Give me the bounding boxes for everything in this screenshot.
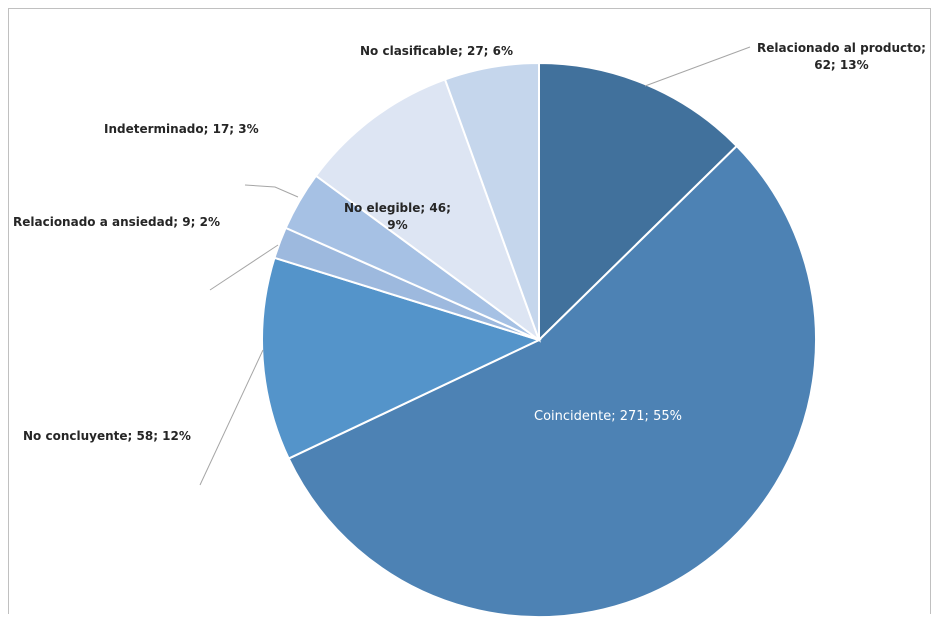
label-relacionado-ansiedad: Relacionado a ansiedad; 9; 2% xyxy=(13,215,220,229)
leader-line-ansiedad xyxy=(209,244,279,291)
leader-line-relacionado-producto xyxy=(644,46,751,87)
pie-slice-no-elegible xyxy=(314,78,542,343)
label-no-clasificable: No clasificable; 27; 6% xyxy=(360,44,514,58)
label-coincidente: Coincidente; 271; 55% xyxy=(534,409,682,424)
label-relacionado-producto: Relacionado al producto; 62; 13% xyxy=(757,41,926,72)
label-no-elegible: No elegible; 46; 9% xyxy=(344,201,451,232)
leader-line-no-concluyente xyxy=(199,349,264,486)
pie-slice-no-clasificable xyxy=(443,61,540,341)
leader-line-indeterminado xyxy=(244,184,299,198)
pie-slice-no-concluyente xyxy=(261,256,542,460)
pie-slice-coincidente xyxy=(287,144,817,618)
label-no-concluyente: No concluyente; 58; 12% xyxy=(23,429,191,443)
pie-slice-relacionado-al-producto xyxy=(538,61,739,343)
label-indeterminado: Indeterminado; 17; 3% xyxy=(104,122,259,136)
